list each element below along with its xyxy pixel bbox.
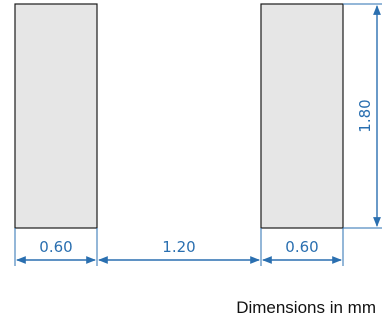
dim-label-left-pad: 0.60 [39,238,72,256]
units-caption: Dimensions in mm [236,298,376,317]
left-pad [14,3,98,229]
dim-label-height: 1.80 [356,99,374,132]
extension-lines [14,3,382,266]
dim-label-gap: 1.20 [162,238,195,256]
right-pad [260,3,344,229]
dim-label-right-pad: 0.60 [285,238,318,256]
